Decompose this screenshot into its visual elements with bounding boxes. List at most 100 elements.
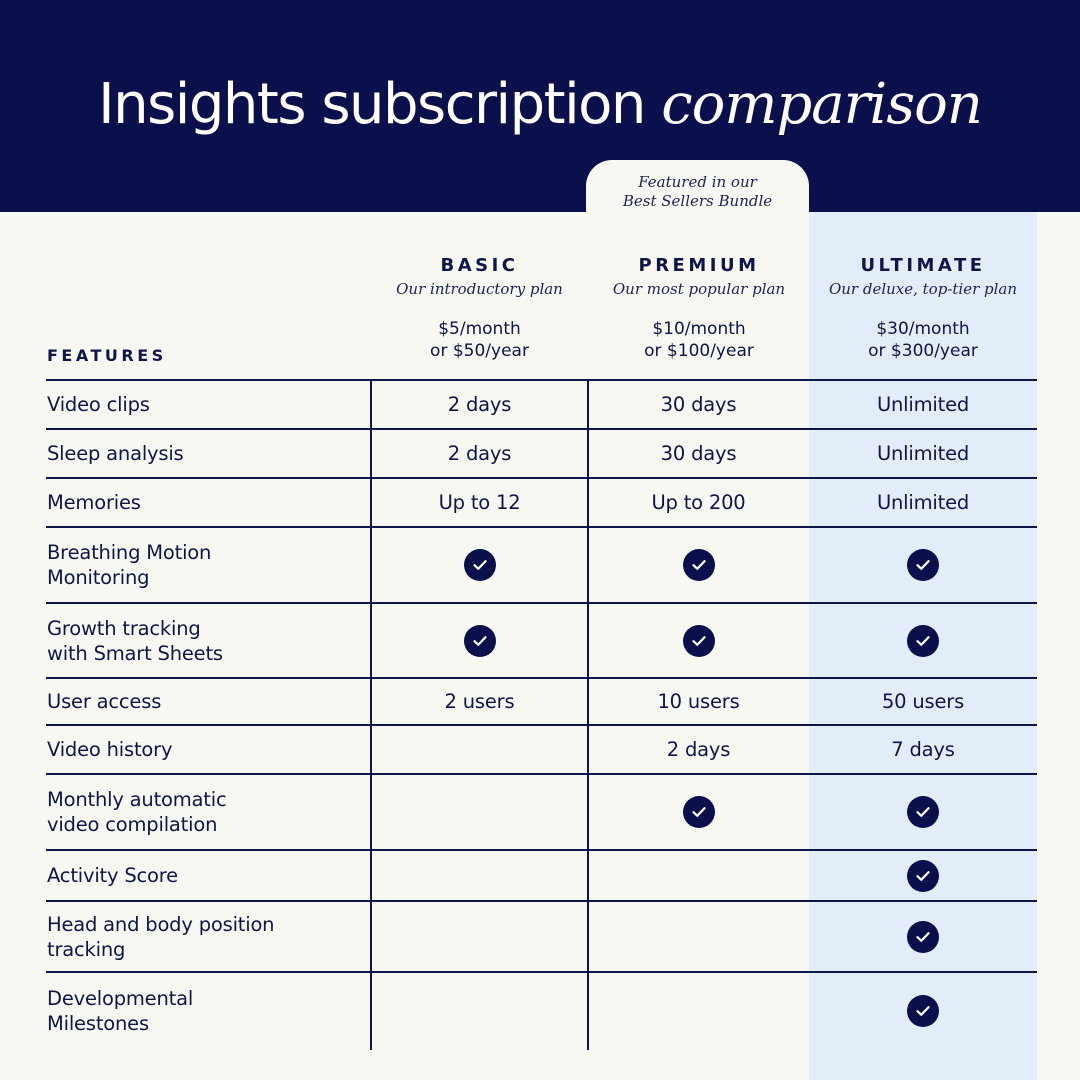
plan-header-basic: BASIC Our introductory plan $5/month or …	[371, 254, 588, 362]
feature-label-line: Video history	[47, 738, 173, 761]
table-cell	[371, 603, 588, 678]
table-cell: 50 users	[809, 678, 1037, 725]
row-divider	[46, 773, 1037, 775]
plan-price: $5/month or $50/year	[371, 318, 588, 362]
featured-tab-line2: Best Sellers Bundle	[622, 192, 773, 210]
cell-value: 2 days	[666, 738, 731, 761]
table-cell	[588, 527, 809, 603]
row-divider	[46, 379, 1037, 381]
title-italic: comparison	[661, 72, 983, 137]
plan-price-yearly: or $300/year	[868, 341, 978, 361]
row-divider	[46, 526, 1037, 528]
table-cell: 7 days	[809, 725, 1037, 774]
feature-label: Memories	[47, 478, 141, 527]
table-cell: Unlimited	[809, 478, 1037, 527]
cell-value: 50 users	[881, 690, 965, 713]
featured-tab: Featured in our Best Sellers Bundle	[586, 160, 809, 220]
check-circle-icon	[907, 920, 939, 953]
cell-value: Unlimited	[876, 393, 970, 416]
feature-label-line: Monthly automatic	[47, 788, 227, 811]
table-cell	[809, 774, 1037, 850]
feature-label-line: Head and body position	[47, 912, 275, 936]
plan-price-monthly: $5/month	[438, 319, 521, 339]
column-divider	[587, 380, 589, 1050]
plan-price-yearly: or $100/year	[644, 341, 754, 361]
plan-price: $30/month or $300/year	[809, 318, 1037, 362]
features-heading: FEATURES	[47, 346, 167, 365]
plan-price-monthly: $10/month	[652, 319, 746, 339]
table-cell	[588, 603, 809, 678]
plan-subtitle: Our introductory plan	[396, 280, 563, 298]
cell-value: 2 users	[444, 690, 515, 713]
table-cell	[371, 850, 588, 901]
cell-value: Up to 12	[438, 491, 521, 514]
plan-price-monthly: $30/month	[876, 319, 970, 339]
row-divider	[46, 602, 1037, 604]
feature-label: Sleep analysis	[47, 429, 184, 478]
check-circle-icon	[907, 624, 939, 657]
feature-label: Video history	[47, 725, 173, 774]
table-cell	[371, 972, 588, 1050]
cell-value: Up to 200	[651, 491, 746, 514]
title-main: Insights subscription	[98, 72, 646, 137]
page-title: Insights subscription comparison	[0, 70, 1080, 140]
plan-header-ultimate: ULTIMATE Our deluxe, top-tier plan $30/m…	[809, 254, 1037, 362]
plan-price: $10/month or $100/year	[588, 318, 810, 362]
table-cell	[588, 972, 809, 1050]
feature-label: Developmental Milestones	[47, 972, 193, 1050]
table-cell	[371, 725, 588, 774]
table-cell	[809, 850, 1037, 901]
feature-label-line: Developmental	[47, 987, 194, 1010]
plan-header-premium: PREMIUM Our most popular plan $10/month …	[588, 254, 810, 362]
check-circle-icon	[463, 624, 496, 657]
check-circle-icon	[907, 796, 939, 828]
cell-value: 2 days	[447, 442, 512, 465]
check-circle-icon	[907, 549, 939, 581]
table-cell	[809, 901, 1037, 972]
table-cell	[588, 850, 809, 901]
feature-label-line: Breathing Motion	[47, 541, 212, 564]
plan-name: BASIC	[440, 255, 519, 276]
row-divider	[46, 900, 1037, 902]
table-cell: 2 days	[588, 725, 809, 774]
feature-label-line: tracking	[47, 937, 126, 961]
feature-label: User access	[47, 678, 161, 725]
row-divider	[46, 849, 1037, 851]
table-cell: Unlimited	[809, 429, 1037, 478]
feature-label-line: Sleep analysis	[47, 442, 184, 465]
row-divider	[46, 724, 1037, 726]
feature-label: Video clips	[47, 380, 150, 429]
cell-value: Unlimited	[876, 491, 970, 514]
table-cell: Unlimited	[809, 380, 1037, 429]
feature-label: Growth tracking with Smart Sheets	[47, 603, 223, 678]
check-circle-icon	[463, 549, 496, 581]
plan-subtitle: Our most popular plan	[612, 280, 786, 298]
cell-value: 30 days	[660, 442, 737, 465]
plan-subtitle: Our deluxe, top-tier plan	[828, 280, 1018, 298]
feature-label-line: with Smart Sheets	[47, 641, 223, 665]
table-cell	[809, 527, 1037, 603]
table-cell	[588, 901, 809, 972]
header-banner	[0, 0, 1080, 212]
table-cell: Up to 12	[371, 478, 588, 527]
feature-label: Monthly automatic video compilation	[47, 774, 227, 850]
cell-value: 30 days	[660, 393, 737, 416]
feature-label-line: Video clips	[47, 393, 150, 416]
table-cell: 30 days	[588, 429, 809, 478]
table-cell: 2 days	[371, 380, 588, 429]
table-cell	[809, 603, 1037, 678]
feature-label: Activity Score	[47, 850, 178, 901]
row-divider	[46, 428, 1037, 430]
check-circle-icon	[907, 995, 939, 1027]
check-circle-icon	[907, 859, 939, 892]
table-cell: 10 users	[588, 678, 809, 725]
plan-name: PREMIUM	[638, 255, 760, 276]
table-cell: 2 days	[371, 429, 588, 478]
feature-label-line: Milestones	[47, 1012, 149, 1035]
row-divider	[46, 477, 1037, 479]
feature-label-line: video compilation	[47, 813, 218, 836]
feature-label-line: User access	[47, 690, 162, 713]
plan-price-yearly: or $50/year	[430, 341, 529, 361]
check-circle-icon	[682, 796, 715, 828]
feature-label-line: Memories	[47, 491, 141, 514]
